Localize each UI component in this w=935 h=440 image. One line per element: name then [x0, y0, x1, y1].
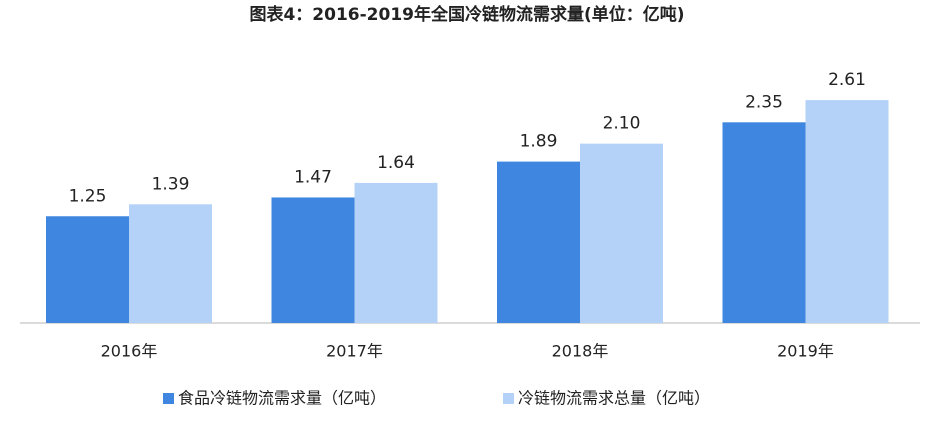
value-label: 2.10: [603, 114, 641, 134]
bar: [580, 143, 663, 323]
value-label: 1.25: [69, 186, 107, 206]
x-tick-label: 2018年: [552, 342, 609, 361]
value-label: 1.39: [152, 174, 190, 194]
x-tick-label: 2019年: [777, 342, 834, 361]
value-label: 2.61: [828, 70, 866, 90]
legend-label: 冷链物流需求总量（亿吨）: [518, 389, 710, 408]
x-tick-label: 2016年: [101, 342, 158, 361]
legend-label: 食品冷链物流需求量（亿吨）: [178, 389, 386, 408]
chart-title: 图表4：2016-2019年全国冷链物流需求量(单位：亿吨): [249, 4, 684, 25]
bar: [354, 182, 438, 323]
bar: [129, 204, 212, 323]
bar: [805, 100, 889, 323]
bar: [271, 197, 355, 323]
value-label: 2.35: [745, 92, 783, 112]
value-label: 1.64: [377, 153, 415, 173]
x-tick-label: 2017年: [326, 342, 383, 361]
bar: [722, 122, 806, 323]
bar: [497, 161, 580, 323]
bar: [46, 216, 129, 323]
value-label: 1.47: [294, 167, 332, 187]
legend-swatch: [163, 393, 174, 404]
legend-swatch: [503, 393, 514, 404]
value-label: 1.89: [520, 132, 558, 152]
